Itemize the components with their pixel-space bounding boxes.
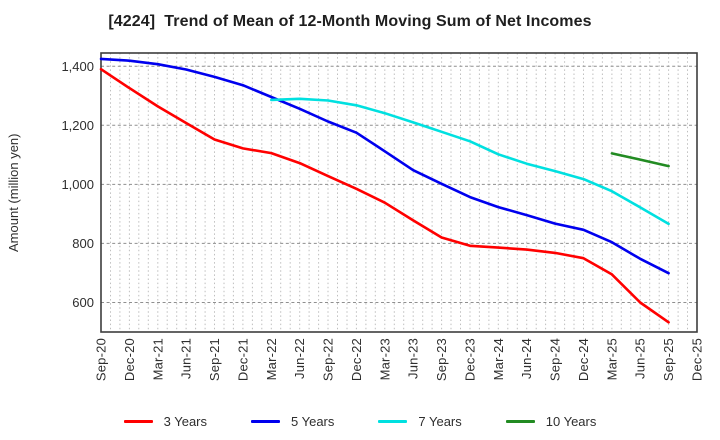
x-tick-label: Jun-21 xyxy=(179,338,194,379)
x-tick-label: Sep-23 xyxy=(434,338,449,381)
legend-item-7-years: 7 Years xyxy=(378,414,462,429)
x-tick-label: Sep-25 xyxy=(661,338,676,381)
legend-item-10-years: 10 Years xyxy=(505,414,597,429)
legend: 3 Years 5 Years 7 Years 10 Years xyxy=(0,414,720,429)
x-tick-label: Mar-25 xyxy=(604,338,619,380)
y-tick-label: 1,000 xyxy=(61,177,94,192)
x-tick-label: Sep-24 xyxy=(548,338,563,381)
x-tick-label: Jun-22 xyxy=(292,338,307,379)
legend-swatch-7-years xyxy=(378,420,408,423)
x-tick-label: Sep-21 xyxy=(207,338,222,381)
x-tick-label: Dec-20 xyxy=(122,338,137,381)
x-tick-label: Sep-22 xyxy=(321,338,336,381)
legend-label-10-years: 10 Years xyxy=(545,414,597,429)
plot-frame xyxy=(100,52,698,333)
x-tick-label: Dec-22 xyxy=(349,338,364,381)
x-tick-label: Dec-21 xyxy=(235,338,250,381)
legend-swatch-5-years xyxy=(251,420,280,423)
x-tick-label: Mar-23 xyxy=(377,338,392,380)
x-tick-label: Mar-24 xyxy=(491,338,506,380)
y-tick-label: 800 xyxy=(72,236,94,251)
x-tick-label: Dec-24 xyxy=(576,338,591,381)
x-tick-label: Dec-23 xyxy=(462,338,477,381)
legend-label-7-years: 7 Years xyxy=(418,414,462,429)
series-line-3-years xyxy=(99,67,670,324)
series-line-10-years xyxy=(610,152,670,168)
series-line-7-years xyxy=(269,97,670,226)
y-tick-label: 1,400 xyxy=(61,59,94,74)
y-tick-label: 1,200 xyxy=(61,118,94,133)
legend-label-5-years: 5 Years xyxy=(291,414,335,429)
x-tick-label: Mar-22 xyxy=(264,338,279,380)
x-tick-label: Jun-25 xyxy=(633,338,648,379)
x-tick-label: Jun-24 xyxy=(519,338,534,379)
legend-label-3-years: 3 Years xyxy=(163,414,207,429)
series-line-5-years xyxy=(99,57,670,275)
chart-title: [4224] Trend of Mean of 12-Month Moving … xyxy=(108,13,592,30)
y-tick-label: 600 xyxy=(72,295,94,310)
x-tick-label: Sep-20 xyxy=(94,338,109,381)
x-tick-label: Mar-21 xyxy=(150,338,165,380)
legend-item-5-years: 5 Years xyxy=(251,414,334,429)
legend-swatch-3-years xyxy=(123,420,153,423)
x-tick-label: Dec-25 xyxy=(690,338,705,381)
legend-item-3-years: 3 Years xyxy=(123,414,207,429)
x-tick-label: Jun-23 xyxy=(406,338,421,379)
legend-swatch-10-years xyxy=(505,420,535,423)
